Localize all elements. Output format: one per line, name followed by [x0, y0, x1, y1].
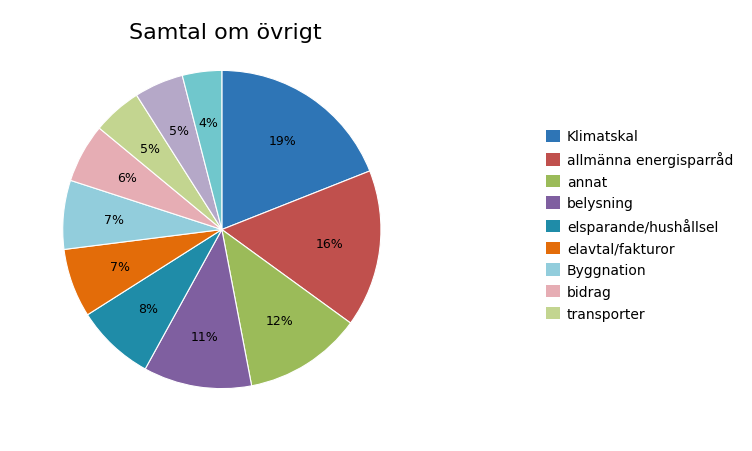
Wedge shape	[222, 71, 370, 230]
Wedge shape	[145, 230, 252, 389]
Text: 4%: 4%	[199, 116, 218, 129]
Text: 8%: 8%	[138, 302, 158, 315]
Text: 16%: 16%	[315, 237, 343, 250]
Wedge shape	[222, 171, 381, 323]
Text: 12%: 12%	[266, 315, 294, 327]
Wedge shape	[137, 76, 222, 230]
Wedge shape	[99, 96, 222, 230]
Wedge shape	[87, 230, 222, 369]
Legend: Klimatskal, allmänna energisparråd, annat, belysning, elsparande/hushållsel, ela: Klimatskal, allmänna energisparråd, anna…	[542, 126, 738, 325]
Text: 5%: 5%	[141, 143, 160, 156]
Text: 6%: 6%	[117, 171, 137, 184]
Text: 5%: 5%	[169, 124, 189, 138]
Text: 7%: 7%	[104, 213, 124, 226]
Text: 11%: 11%	[191, 330, 219, 343]
Text: 7%: 7%	[110, 260, 130, 273]
Wedge shape	[71, 129, 222, 230]
Wedge shape	[182, 71, 222, 230]
Wedge shape	[222, 230, 350, 386]
Text: 19%: 19%	[268, 134, 296, 147]
Wedge shape	[64, 230, 222, 315]
Text: Samtal om övrigt: Samtal om övrigt	[129, 23, 322, 42]
Wedge shape	[62, 181, 222, 250]
